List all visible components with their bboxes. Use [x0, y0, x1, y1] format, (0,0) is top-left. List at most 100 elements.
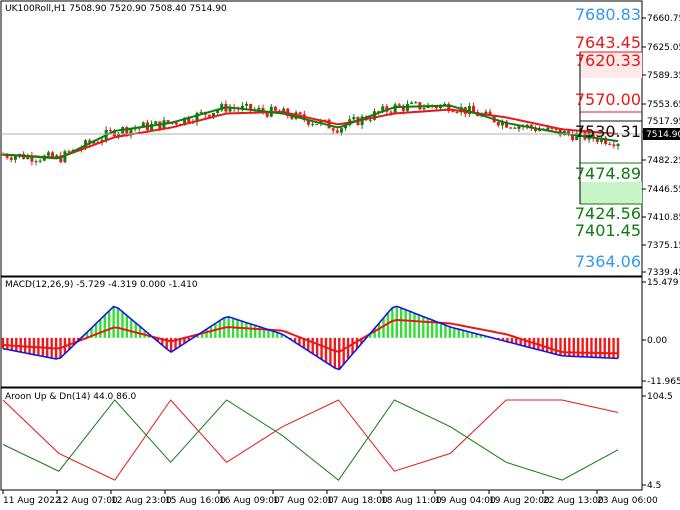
aroon-axis: 104.5 4.5 [642, 392, 673, 491]
time-tick-label: 18 Aug 11:00 [381, 496, 442, 506]
candle-body [125, 127, 129, 135]
price-tick-label: 7446.55 [647, 185, 680, 195]
macd-histogram-bar [457, 329, 460, 338]
macd-histogram-bar [178, 337, 182, 347]
macd-histogram-bar [395, 306, 398, 338]
candle-body [26, 155, 30, 159]
macd-histogram-bar [85, 332, 89, 338]
level-label: 7401.45 [575, 221, 641, 240]
candle-body [335, 130, 339, 133]
macd-histogram-bar [267, 329, 270, 338]
macd-histogram-bar [103, 315, 106, 338]
macd-histogram-bar [121, 311, 124, 338]
macd-histogram-bar [333, 337, 337, 368]
candle-body [472, 106, 476, 113]
price-tick-label: 7339.45 [647, 268, 680, 278]
macd-histogram-bar [554, 337, 558, 355]
resistance-zone [580, 52, 642, 78]
macd-histogram-bar [72, 337, 75, 346]
macd-pane[interactable]: MACD(12,26,9) -5.729 -4.319 0.000 -1.410 [0, 276, 643, 388]
candle-body [401, 105, 405, 111]
macd-histogram-bar [311, 337, 314, 354]
macd-pane-frame [0, 276, 643, 388]
macd-histogram-bar [519, 337, 522, 346]
candle-body [166, 120, 170, 124]
macd-histogram-bar [19, 337, 22, 353]
candle-body [455, 111, 459, 113]
candle-body [381, 106, 385, 112]
macd-histogram-bar [510, 337, 514, 343]
macd-histogram-bar [426, 318, 429, 338]
macd-histogram-bar [430, 320, 434, 338]
candle-body [298, 112, 302, 115]
candle-body [92, 141, 96, 144]
macd-histogram-bar [576, 337, 580, 357]
candle-body [154, 121, 158, 124]
time-tick-label: 16 Aug 09:00 [219, 496, 280, 506]
candle-body [249, 103, 253, 111]
macd-histogram-bar [550, 337, 553, 354]
candle-body [331, 128, 335, 131]
candle-body [612, 144, 616, 147]
candle-body [290, 116, 294, 119]
macd-histogram-bar [253, 325, 257, 338]
candle-body [509, 127, 513, 129]
macd-histogram-bar [165, 337, 168, 349]
macd-histogram-bar [466, 331, 469, 338]
candle-body [529, 124, 533, 128]
candle-body [117, 133, 121, 137]
macd-histogram-bar [196, 334, 199, 338]
time-tick-label: 17 Aug 02:00 [273, 496, 334, 506]
macd-histogram-bar [404, 309, 407, 338]
macd-histogram-bar [156, 337, 160, 342]
macd-histogram-bar [360, 337, 363, 344]
macd-histogram-bar [475, 333, 478, 338]
candle-body [55, 155, 59, 158]
macd-histogram-bar [408, 311, 412, 338]
macd-histogram-bar [112, 306, 115, 338]
candle-body [496, 122, 500, 126]
candle-body [550, 127, 554, 129]
main-price-pane[interactable]: 7680.83 7643.45 7620.33 7570.00 7530.31 … [0, 0, 643, 277]
time-tick-label: 23 Aug 06:00 [597, 496, 658, 506]
macd-histogram-bar [594, 337, 598, 358]
macd-histogram-bar [6, 337, 9, 350]
candle-body [306, 119, 310, 125]
macd-histogram-bar [581, 337, 584, 357]
macd-histogram-bar [616, 337, 620, 359]
candle-body [599, 137, 603, 142]
price-tick-label: 7410.85 [647, 213, 680, 223]
candle-body [245, 103, 249, 106]
macd-tick-label: 15.479 [647, 278, 679, 288]
candle-body [434, 106, 438, 109]
candle-body [566, 131, 570, 135]
candle-body [212, 113, 216, 117]
price-tick-label: 7375.15 [647, 241, 680, 251]
macd-histogram-bar [315, 337, 319, 357]
aroon-pane[interactable]: Aroon Up & Dn(14) 44.0 86.0 [0, 387, 643, 491]
candle-body [533, 127, 537, 132]
macd-histogram-bar [422, 316, 425, 338]
main-price-axis: 7660.75 7625.05 7589.35 7553.65 7517.95 … [642, 14, 680, 278]
candle-body [38, 160, 42, 162]
macd-histogram-bar [607, 337, 611, 359]
candle-body [484, 111, 488, 114]
macd-histogram-bar [130, 319, 133, 338]
macd-histogram-bar [448, 326, 452, 338]
macd-histogram-bar [559, 337, 562, 356]
level-label: 7474.89 [575, 164, 641, 183]
macd-histogram-bar [515, 337, 518, 345]
price-tick-label: 7482.25 [647, 156, 680, 166]
candle-body [372, 111, 376, 120]
macd-histogram-bar [271, 331, 275, 338]
candle-body [604, 137, 608, 144]
macd-histogram-bar [240, 321, 244, 338]
level-label: 7643.45 [575, 33, 641, 52]
macd-histogram-bar [307, 337, 310, 351]
macd-histogram-bar [612, 337, 615, 359]
macd-histogram-bar [245, 322, 248, 338]
price-tick-label: 7517.95 [647, 117, 680, 127]
time-tick-label: 12 Aug 07:00 [57, 496, 118, 506]
